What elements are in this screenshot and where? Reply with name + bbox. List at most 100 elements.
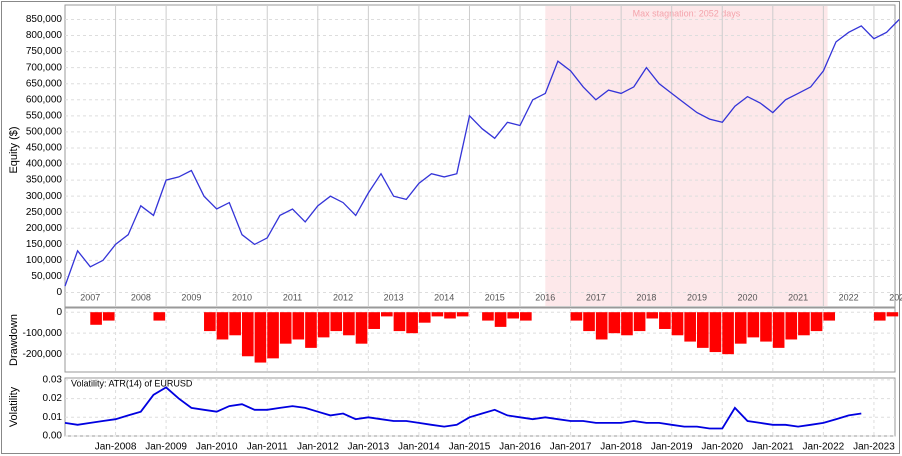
drawdown-bar (684, 312, 696, 342)
x-tick-label: Jan-2016 (499, 442, 541, 453)
drawdown-bar (292, 312, 305, 340)
y-tick-label: 350,000 (26, 175, 63, 186)
drawdown-bar (722, 312, 734, 355)
x-tick-label: Jan-2018 (600, 442, 642, 453)
y-axis-label: Drawdown (8, 314, 20, 366)
drawdown-bar (595, 312, 608, 340)
drawdown-bar (772, 312, 785, 348)
drawdown-bar (823, 312, 836, 321)
drawdown-bar (621, 312, 633, 336)
x-tick-label: Jan-2008 (95, 442, 137, 453)
drawdown-bar (633, 312, 646, 332)
y-tick-label: 750,000 (26, 46, 63, 57)
year-label: 2021 (788, 292, 808, 302)
drawdown-bar (709, 312, 722, 353)
drawdown-bar (241, 312, 254, 357)
drawdown-bar (393, 312, 406, 332)
drawdown-bar (204, 312, 216, 332)
year-label: 2010 (232, 292, 252, 302)
drawdown-bar (798, 312, 810, 336)
drawdown-bar (216, 312, 229, 340)
drawdown-bar (279, 312, 292, 344)
y-tick-label: 150,000 (26, 239, 63, 250)
x-tick-label: Jan-2022 (803, 442, 845, 453)
year-label: 2016 (535, 292, 555, 302)
year-label: 2012 (333, 292, 353, 302)
y-tick-label: 700,000 (26, 62, 63, 73)
drawdown-bar (570, 312, 583, 321)
plot-area (64, 377, 896, 437)
drawdown-bar (494, 312, 507, 327)
drawdown-bar (254, 312, 267, 363)
y-tick-label: 0.03 (43, 375, 63, 386)
year-label: 2009 (181, 292, 201, 302)
x-tick-label: Jan-2021 (752, 442, 794, 453)
y-tick-label: 200,000 (26, 223, 63, 234)
drawdown-bar (305, 312, 317, 348)
y-axis-label: Equity ($) (8, 126, 20, 173)
y-tick-label: 450,000 (26, 143, 63, 154)
legend-label: Volatility: ATR(14) of EURUSD (71, 378, 193, 388)
drawdown-bar (418, 312, 431, 323)
drawdown-bar (785, 312, 798, 340)
year-label: 2023 (889, 292, 902, 302)
year-label: 2018 (636, 292, 656, 302)
year-label: 2017 (586, 292, 606, 302)
drawdown-bar (747, 312, 760, 338)
year-label: 2019 (687, 292, 707, 302)
drawdown-bar (380, 312, 393, 317)
x-tick-label: Jan-2023 (853, 442, 895, 453)
y-tick-label: 300,000 (26, 191, 63, 202)
y-tick-label: -100,000 (23, 328, 63, 339)
y-tick-label: 550,000 (26, 110, 63, 121)
drawdown-bar (406, 312, 418, 334)
drawdown-bar (317, 312, 330, 338)
drawdown-bar (431, 312, 444, 317)
year-label: 2007 (80, 292, 100, 302)
y-tick-label: 0 (56, 307, 62, 318)
drawdown-bar (608, 312, 621, 334)
drawdown-bar (873, 312, 886, 321)
year-label: 2011 (283, 292, 302, 302)
drawdown-bar (355, 312, 368, 344)
y-tick-label: 0.00 (43, 431, 63, 442)
drawdown-bar (583, 312, 595, 332)
y-tick-label: 800,000 (26, 30, 63, 41)
drawdown-bar (671, 312, 684, 336)
drawdown-bar (330, 312, 343, 332)
y-tick-label: 500,000 (26, 127, 63, 138)
drawdown-bar (343, 312, 355, 336)
x-tick-label: Jan-2013 (347, 442, 389, 453)
x-tick-label: Jan-2010 (196, 442, 238, 453)
x-tick-label: Jan-2017 (550, 442, 592, 453)
drawdown-bar (482, 312, 494, 321)
drawdown-bar (760, 312, 772, 342)
year-label: 2020 (738, 292, 758, 302)
drawdown-bar (810, 312, 823, 332)
y-tick-label: 0.02 (43, 393, 63, 404)
x-tick-label: Jan-2020 (701, 442, 743, 453)
drawdown-bar (368, 312, 380, 329)
drawdown-bar (886, 312, 899, 317)
drawdown-bar (507, 312, 520, 319)
drawdown-bar (520, 312, 532, 321)
series-line (64, 19, 900, 287)
series-line (64, 386, 862, 430)
drawdown-bar (102, 312, 115, 321)
drawdown-bar (229, 312, 241, 336)
drawdown-bar (90, 312, 102, 325)
y-tick-label: 600,000 (26, 94, 63, 105)
y-tick-label: 100,000 (26, 255, 63, 266)
drawdown-bar (696, 312, 709, 348)
y-tick-label: 650,000 (26, 78, 63, 89)
y-axis-label: Volatility (8, 386, 20, 427)
stagnation-region (545, 6, 828, 306)
year-label: 2008 (131, 292, 151, 302)
drawdown-bar (734, 312, 747, 344)
stagnation-label: Max stagnation: 2052 days (633, 8, 741, 18)
drawdown-bar (659, 312, 671, 329)
x-tick-label: Jan-2011 (247, 442, 288, 453)
x-tick-label: Jan-2015 (449, 442, 491, 453)
year-label: 2015 (485, 292, 505, 302)
